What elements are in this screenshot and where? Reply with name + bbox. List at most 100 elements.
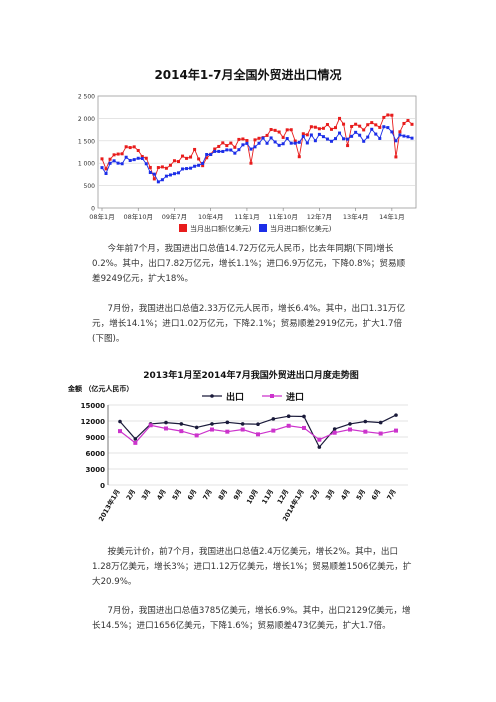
chart1-import-point xyxy=(124,155,128,159)
chart1-export-point xyxy=(317,127,321,131)
chart2-export-point xyxy=(179,422,184,426)
chart1-export-point xyxy=(346,144,350,148)
chart1-import-point xyxy=(346,137,350,141)
chart1-export-point xyxy=(366,123,370,127)
chart1-import-point xyxy=(185,167,189,171)
chart-monthly-trade-usd: 0 500 1 000 1 500 2 000 2 500 08年1月 08年10月 09年7… xyxy=(78,94,417,233)
chart1-import-point xyxy=(398,133,402,137)
chart1-export-point xyxy=(168,163,172,167)
chart1-export-point xyxy=(241,137,245,141)
chart1-import-point xyxy=(140,156,144,160)
chart1-export-point xyxy=(181,154,185,158)
chart1-export-point xyxy=(358,124,362,128)
chart1-import-point xyxy=(334,137,338,141)
chart1-x-tick-label: 08年1月 xyxy=(89,212,114,221)
chart1-export-point xyxy=(406,118,410,122)
chart1-export-point xyxy=(374,123,378,127)
chart1-import-point xyxy=(229,148,233,152)
chart1-export-point xyxy=(176,160,180,164)
chart1-export-point xyxy=(269,128,273,132)
chart1-export-point xyxy=(140,155,144,159)
chart1-import-point xyxy=(221,149,225,153)
chart1-export-point xyxy=(217,144,221,148)
chart2-y-tick-label: 12000 xyxy=(81,418,105,426)
chart1-import-point xyxy=(176,171,180,175)
chart1-export-point xyxy=(297,155,301,159)
chart1-export-point xyxy=(144,156,148,160)
chart1-y-tick-label: 1 000 xyxy=(78,161,95,168)
chart1-import-point xyxy=(241,143,245,147)
chart1-import-point xyxy=(358,133,362,137)
chart1-x-tick-label: 11年1月 xyxy=(234,212,259,221)
chart2-y-ticks: 0 3000 6000 9000 12000 15000 xyxy=(81,402,105,490)
chart1-export-point xyxy=(152,177,156,181)
chart2-y-label: 金额 （亿元人民币） xyxy=(67,384,133,393)
chart2-import-point xyxy=(378,431,383,436)
chart1-import-point xyxy=(100,166,104,170)
chart1-import-point xyxy=(289,141,293,145)
paragraph-july-rmb: 7月份，我国进出口总值2.33万亿元人民币，增长6.4%。其中，出口1.31万亿… xyxy=(92,304,406,344)
chart1-import-point xyxy=(257,141,261,145)
chart1-import-point xyxy=(132,158,136,162)
chart2-import-point xyxy=(317,437,322,442)
chart1-export-point xyxy=(221,141,225,145)
chart1-import-point xyxy=(390,130,394,134)
chart1-x-tick-label: 14年1月 xyxy=(379,212,404,221)
chart1-export-point xyxy=(185,156,189,160)
chart1-import-point xyxy=(285,137,289,141)
chart2-import-point xyxy=(118,429,122,434)
chart2-import-point xyxy=(194,433,199,438)
chart1-export-point xyxy=(289,128,293,132)
chart2-import-point xyxy=(225,429,230,434)
chart1-import-point xyxy=(209,153,213,157)
chart1-export-point xyxy=(112,153,116,157)
chart1-export-point xyxy=(160,165,164,169)
chart2-export-point xyxy=(194,425,199,430)
chart1-x-tick-label: 11年10月 xyxy=(268,212,298,221)
chart1-import-point xyxy=(325,137,329,141)
chart2-import-point xyxy=(286,423,291,428)
chart1-import-point xyxy=(313,139,317,143)
chart1-import-point xyxy=(213,149,217,153)
chart1-export-point xyxy=(273,128,277,132)
chart1-x-tick-label: 10年4月 xyxy=(198,212,223,221)
chart1-import-point xyxy=(309,133,313,137)
chart2-import-point xyxy=(256,432,260,437)
chart2-export-point xyxy=(363,419,368,424)
chart1-y-ticks: 0 500 1 000 1 500 2 000 2 500 xyxy=(78,94,95,213)
chart2-plot-area xyxy=(108,405,408,485)
chart1-import-point xyxy=(354,130,358,134)
chart1-x-tick-label: 08年10月 xyxy=(123,212,153,221)
chart1-import-point xyxy=(382,125,386,129)
chart2-export-point xyxy=(317,445,322,449)
chart1-export-point xyxy=(362,128,366,132)
chart1-import-point xyxy=(265,141,269,145)
chart1-export-point xyxy=(277,130,281,134)
chart1-import-point xyxy=(189,166,193,170)
chart2-import-point xyxy=(240,427,245,432)
chart1-import-point xyxy=(338,131,342,135)
chart1-import-point xyxy=(366,135,370,139)
chart2-export-point xyxy=(271,417,276,421)
chart1-export-point xyxy=(237,137,241,141)
chart1-import-point xyxy=(378,136,382,140)
chart1-import-point xyxy=(281,142,285,146)
chart2-export-point xyxy=(378,420,383,425)
legend-export-marker xyxy=(210,394,214,398)
chart1-import-point xyxy=(160,178,164,182)
chart1-export-point xyxy=(378,125,382,129)
chart1-y-tick-label: 500 xyxy=(84,183,96,190)
chart1-export-point xyxy=(313,125,317,129)
chart1-legend: 当月出口额(亿美元) 当月进口额(亿美元) xyxy=(179,224,332,233)
chart1-export-point xyxy=(354,122,358,126)
chart1-x-tick-label: 13年4月 xyxy=(343,212,368,221)
chart1-export-point xyxy=(201,164,205,168)
legend-import-marker xyxy=(270,394,274,398)
legend-export-swatch xyxy=(179,224,187,232)
chart1-export-point xyxy=(265,133,269,137)
chart1-export-point xyxy=(156,166,160,170)
chart2-export-point xyxy=(394,413,398,417)
chart2-import-point xyxy=(179,429,184,434)
chart2-import-point xyxy=(302,425,306,430)
chart2-y-tick-label: 3000 xyxy=(86,466,106,474)
